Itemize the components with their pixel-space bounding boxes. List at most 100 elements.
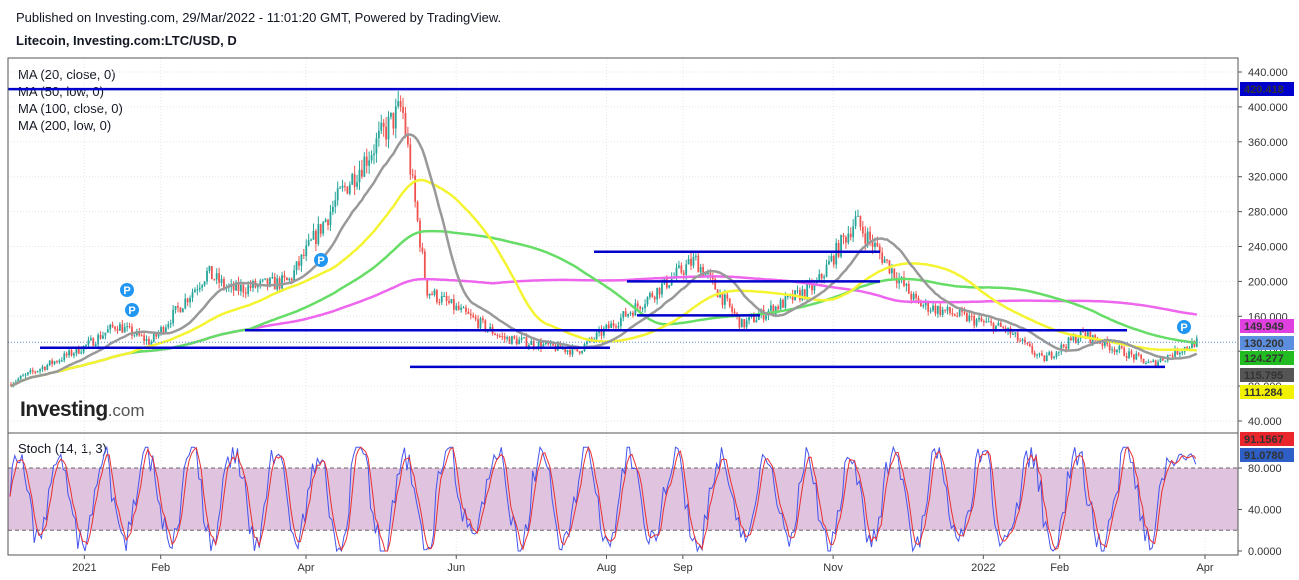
candle-body: [60, 360, 63, 362]
candle-body: [791, 294, 794, 301]
candle-body: [247, 285, 250, 294]
candle-body: [210, 266, 213, 280]
candle-body: [351, 174, 354, 185]
candle-body: [755, 319, 758, 323]
legend-ma50: MA (50, low, 0): [18, 84, 104, 99]
candle-body: [639, 306, 642, 309]
price-label-text: 111.284: [1244, 387, 1283, 399]
candle-body: [203, 281, 206, 286]
candle-body: [1024, 339, 1026, 343]
candle-body: [1079, 330, 1082, 339]
candle-body: [610, 323, 613, 329]
candle-body: [615, 326, 617, 328]
candle-body: [1021, 339, 1024, 342]
pivot-badge: [1177, 320, 1191, 334]
candle-body: [837, 243, 840, 257]
logo-main: Investing: [20, 398, 108, 421]
candle-body: [864, 233, 867, 244]
candle-body: [261, 279, 264, 281]
candle-body: [133, 335, 136, 337]
candle-body: [51, 360, 54, 364]
candle-body: [75, 347, 78, 354]
candle-body: [431, 293, 433, 295]
candle-body: [830, 255, 833, 262]
candle-body: [273, 276, 276, 290]
candle-body: [1011, 333, 1014, 335]
candle-body: [1191, 341, 1193, 349]
candle-body: [682, 272, 685, 275]
candle-body: [1181, 351, 1184, 353]
candle-body: [813, 283, 816, 291]
candle-body: [1142, 358, 1145, 364]
candle-body: [334, 200, 337, 207]
x-tick-label: Apr: [297, 562, 314, 574]
stoch-label-box: [1240, 432, 1294, 446]
candle-body: [1154, 360, 1157, 366]
candle-body: [944, 309, 947, 311]
x-tick-label: 2022: [971, 562, 995, 574]
candle-body: [982, 321, 985, 323]
candle-body: [22, 375, 24, 377]
candle-body: [963, 311, 966, 314]
candle-body: [924, 301, 927, 306]
candle-body: [544, 341, 547, 345]
candle-body: [895, 277, 898, 284]
candle-body: [675, 267, 678, 277]
candle-body: [288, 278, 291, 281]
candle-body: [847, 233, 850, 243]
candle-body: [184, 298, 187, 309]
candle-body: [119, 324, 121, 331]
candle-body: [116, 329, 119, 331]
candle-body: [85, 344, 87, 346]
candle-body: [167, 324, 170, 328]
candle-body: [150, 341, 153, 345]
candle-body: [571, 346, 574, 355]
candle-body: [41, 366, 44, 370]
candle-body: [1070, 337, 1072, 341]
candle-body: [172, 309, 175, 324]
candle-body: [685, 264, 688, 275]
pivot-badge-label: P: [317, 255, 324, 267]
candle-body: [987, 321, 990, 323]
candle-body: [465, 307, 467, 312]
candle-body: [970, 315, 973, 317]
candle-body: [823, 276, 826, 279]
candle-body: [220, 279, 223, 283]
candle-body: [883, 259, 886, 263]
candle-body: [63, 353, 66, 361]
price-label-box: [1240, 368, 1294, 382]
candle-body: [941, 309, 944, 315]
legend-ma20: MA (20, close, 0): [18, 67, 116, 82]
ma50-line: [10, 178, 1197, 388]
candle-body: [861, 226, 864, 234]
candle-body: [612, 323, 615, 327]
candle-body: [818, 274, 821, 281]
candle-body: [336, 188, 339, 201]
candle-body: [845, 237, 847, 243]
candle-body: [828, 261, 830, 265]
candle-body: [648, 293, 651, 298]
candle-body: [1043, 355, 1046, 362]
candle-body: [1045, 355, 1048, 362]
candle-body: [927, 301, 930, 312]
candle-body: [869, 231, 871, 240]
candle-body: [1060, 344, 1063, 352]
candle-body: [1103, 339, 1106, 346]
candle-body: [27, 372, 29, 375]
candle-body: [566, 350, 569, 352]
candle-body: [102, 335, 104, 339]
candle-body: [990, 321, 992, 323]
candle-body: [1077, 338, 1080, 343]
candle-body: [498, 335, 501, 337]
candle-body: [380, 122, 383, 131]
legend-ma100: MA (100, close, 0): [18, 101, 123, 116]
candle-body: [1019, 340, 1022, 342]
candle-body: [854, 216, 857, 227]
ma100-line: [10, 229, 1197, 388]
stoch-band-fill: [8, 468, 1238, 531]
candle-body: [29, 370, 32, 373]
candle-body: [1162, 358, 1164, 361]
candle-body: [743, 319, 746, 328]
candle-body: [724, 294, 726, 305]
